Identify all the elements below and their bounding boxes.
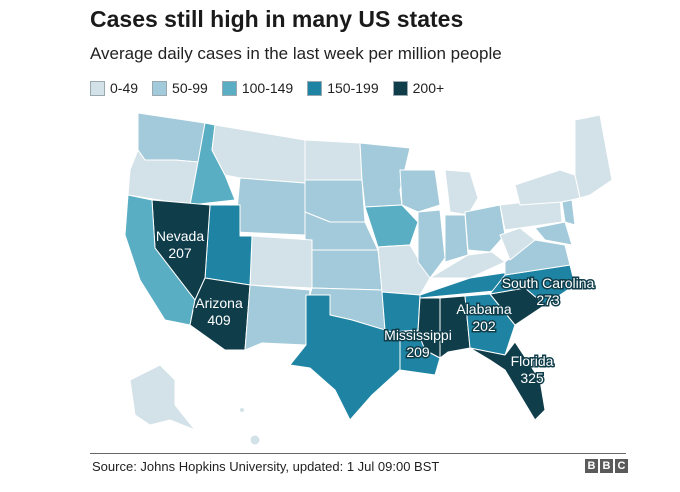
state-mississippi <box>417 297 441 359</box>
label-south-carolina: South Carolina <box>502 275 595 291</box>
legend-label: 100-149 <box>241 80 294 96</box>
legend-swatch <box>221 80 237 96</box>
state-alabama <box>439 295 471 359</box>
state-illinois <box>417 209 446 279</box>
footer-divider <box>90 453 626 454</box>
legend-swatch <box>392 80 408 96</box>
label-nevada-value: 207 <box>168 245 192 261</box>
legend-item-200-plus: 200+ <box>392 80 445 96</box>
legend-label: 200+ <box>412 80 445 96</box>
state-wyoming <box>234 177 306 236</box>
legend-swatch <box>307 80 323 96</box>
state-new-mexico <box>244 284 311 351</box>
legend-swatch <box>152 80 168 96</box>
state-hawaii-islet <box>239 407 245 413</box>
state-michigan <box>444 169 479 216</box>
legend-item-50-99: 50-99 <box>152 80 208 96</box>
state-new-york <box>514 169 581 206</box>
state-indiana <box>444 214 469 263</box>
label-alabama-value: 202 <box>472 318 496 334</box>
source-note: Source: Johns Hopkins University, update… <box>92 459 440 474</box>
label-nevada: Nevada <box>156 228 204 244</box>
state-kansas <box>311 249 383 291</box>
legend-label: 150-199 <box>327 80 379 96</box>
state-texas <box>289 294 406 421</box>
label-florida-value: 325 <box>520 370 544 386</box>
state-maryland-delaware <box>534 221 573 246</box>
legend-swatch <box>90 80 105 96</box>
state-florida <box>469 341 546 421</box>
label-arizona: Arizona <box>195 295 243 311</box>
state-missouri <box>377 244 431 296</box>
state-north-dakota <box>304 139 363 181</box>
chart-title: Cases still high in many US states <box>90 6 464 32</box>
legend-label: 0-49 <box>110 80 139 96</box>
state-hawaii <box>249 434 261 446</box>
state-colorado <box>249 235 313 289</box>
state-iowa <box>364 204 419 248</box>
bbc-logo: B B C <box>583 459 628 473</box>
legend-label: 50-99 <box>172 80 208 96</box>
state-alaska <box>129 364 196 431</box>
legend: 0-49 50-99 100-149 150-199 200+ <box>90 79 458 97</box>
label-alabama: Alabama <box>456 301 511 317</box>
state-georgia <box>464 293 516 356</box>
bbc-logo-letter: B <box>600 459 613 473</box>
state-new-england <box>574 114 613 199</box>
label-florida: Florida <box>511 353 554 369</box>
state-kentucky <box>429 251 506 279</box>
state-new-jersey <box>561 199 576 226</box>
state-arkansas <box>381 291 421 333</box>
state-west-virginia <box>499 227 536 261</box>
state-washington <box>137 112 206 163</box>
bbc-logo-letter: C <box>615 459 628 473</box>
state-value-labels: Nevada 207 Arizona 409 South Carolina 27… <box>154 227 596 388</box>
label-arizona-value: 409 <box>207 312 231 328</box>
legend-item-0-49: 0-49 <box>90 80 138 96</box>
bbc-logo-letter: B <box>585 459 598 473</box>
legend-item-150-199: 150-199 <box>307 80 379 96</box>
state-montana <box>211 124 306 184</box>
state-wisconsin <box>399 169 441 213</box>
label-mississippi-value: 209 <box>406 344 430 360</box>
label-south-carolina-value: 273 <box>536 292 560 308</box>
legend-item-100-149: 100-149 <box>221 80 294 96</box>
chart-subtitle: Average daily cases in the last week per… <box>90 44 502 63</box>
label-mississippi: Mississippi <box>384 327 452 343</box>
state-ohio <box>464 204 506 253</box>
